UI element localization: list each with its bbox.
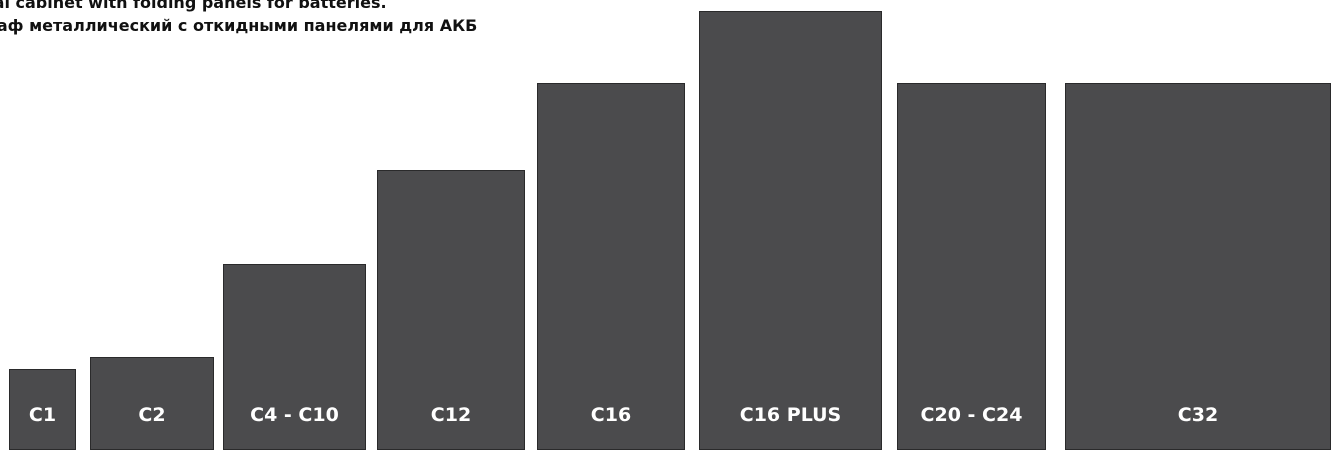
cabinet-c1: C1: [9, 369, 76, 450]
cabinet-label: C16: [590, 404, 632, 426]
cabinet-c16-plus: C16 PLUS: [699, 11, 882, 450]
cabinet-label: C20 - C24: [920, 404, 1023, 426]
cabinet-label: C1: [28, 404, 57, 426]
cabinet-label: C16 PLUS: [739, 404, 842, 426]
cabinet-label: C12: [430, 404, 472, 426]
cabinet-c16: C16: [537, 83, 685, 450]
cabinet-c20-c24: C20 - C24: [897, 83, 1046, 450]
cabinet-c32: C32: [1065, 83, 1331, 450]
cabinet-label: C2: [138, 404, 166, 426]
cabinet-c2: C2: [90, 357, 214, 450]
cabinet-label: C32: [1177, 404, 1219, 426]
cabinet-c4-c10: C4 - C10: [223, 264, 366, 450]
cabinet-c12: C12: [377, 170, 525, 450]
cabinet-label: C4 - C10: [250, 404, 339, 426]
title-russian: каф металлический с откидными панелями д…: [0, 16, 478, 35]
title-english: tal cabinet with folding panels for batt…: [0, 0, 387, 12]
